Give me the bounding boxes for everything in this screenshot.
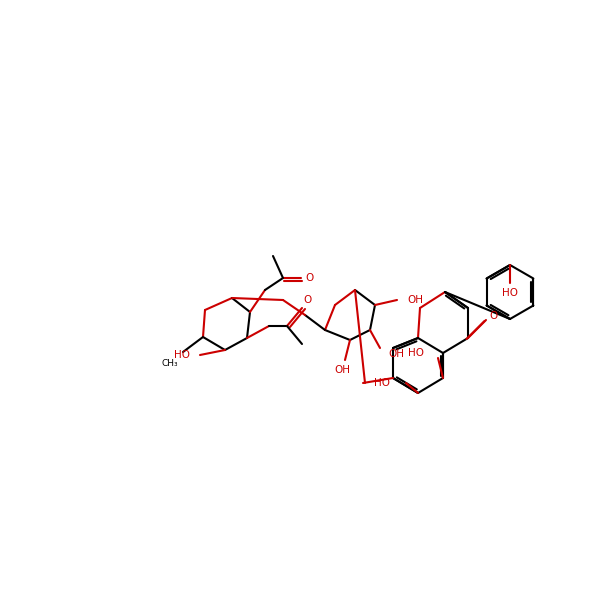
Text: HO: HO bbox=[374, 378, 390, 388]
Text: HO: HO bbox=[174, 350, 190, 360]
Text: O: O bbox=[303, 295, 311, 305]
Text: HO: HO bbox=[408, 348, 424, 358]
Text: O: O bbox=[490, 311, 498, 321]
Text: OH: OH bbox=[334, 365, 350, 375]
Text: OH: OH bbox=[388, 349, 404, 359]
Text: OH: OH bbox=[407, 295, 423, 305]
Text: CH₃: CH₃ bbox=[161, 359, 178, 368]
Text: HO: HO bbox=[502, 288, 518, 298]
Text: O: O bbox=[305, 273, 313, 283]
